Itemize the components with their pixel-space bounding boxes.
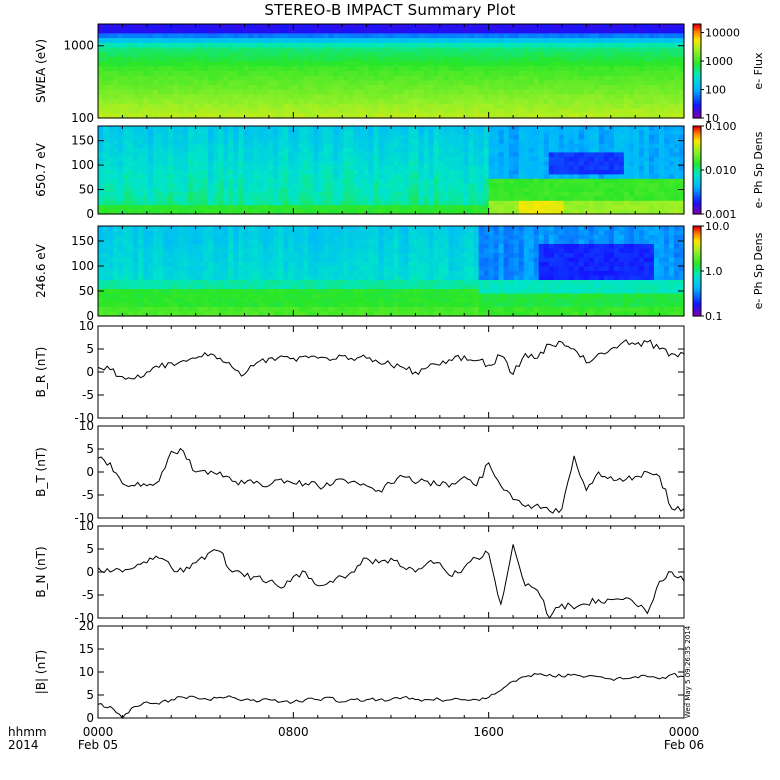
pad246-ytick-label: 50 — [79, 284, 94, 298]
br-ytick-label: 10 — [79, 319, 94, 333]
pad246-ytick-label: 0 — [86, 309, 94, 323]
pad246-ylabel: 246.6 eV — [34, 243, 48, 298]
bn-ytick-label: 10 — [79, 519, 94, 533]
swea-colorbar-tick-label: 10 — [705, 112, 719, 125]
xtick-date-label: Feb 05 — [78, 738, 118, 752]
page-title: STEREO-B IMPACT Summary Plot — [264, 1, 516, 19]
xtick-time-label: 0000 — [83, 725, 114, 739]
bt-ytick-label: 0 — [86, 465, 94, 479]
generated-timestamp: Wed May 5 09:26:35 2014 — [684, 625, 692, 718]
bmag-frame — [97, 625, 685, 719]
br-ytick-label: -10 — [74, 411, 94, 425]
bmag-series-line — [97, 672, 685, 719]
pad246-colorbar-tick-label: 1.0 — [705, 265, 723, 278]
swea-colorbar-tick-label: 1000 — [705, 55, 733, 68]
footer-year-label: 2014 — [8, 738, 39, 752]
pad650-ytick-label: 50 — [79, 183, 94, 197]
bmag-ylabel: |B| (nT) — [34, 650, 48, 694]
pad246-colorbar: 0.1 1.0 10.0 e- Ph Sp Dens — [692, 220, 765, 323]
pad246-colorbar-tick-label: 10.0 — [705, 220, 730, 233]
bt-series-line — [97, 447, 685, 514]
swea-ylabel: SWEA (eV) — [34, 39, 48, 103]
pad650-heatmap — [98, 126, 685, 215]
pad650-colorbar-tick-label: 0.010 — [705, 164, 737, 177]
xtick-date-label: Feb 06 — [664, 738, 704, 752]
bmag-ytick-label: 0 — [86, 711, 94, 725]
pad650-colorbar-tick-label: 0.001 — [705, 208, 737, 221]
br-frame — [97, 325, 685, 419]
swea-colorbar-label: e- Flux — [752, 52, 765, 90]
pad650-colorbar-tick-label: 0.100 — [705, 120, 737, 133]
bn-ylabel: B_N (nT) — [34, 546, 48, 597]
bmag-ytick-label: 15 — [79, 642, 94, 656]
bt-ytick-label: 10 — [79, 419, 94, 433]
swea-colorbar-frame — [692, 23, 702, 119]
footer-time-label: hhmm — [8, 725, 47, 739]
br-ytick-label: 5 — [86, 342, 94, 356]
pad650-colorbar-label: e- Ph Sp Dens — [752, 131, 765, 208]
bt-ytick-label: -10 — [74, 511, 94, 525]
pad246-heatmap — [98, 226, 685, 317]
bn-ytick-label: -5 — [82, 588, 94, 602]
br-ylabel: B_R (nT) — [34, 347, 48, 398]
bn-frame — [97, 525, 685, 619]
bn-series-line — [97, 544, 685, 619]
pad246-colorbar-label: e- Ph Sp Dens — [752, 232, 765, 309]
pad650-ytick-label: 150 — [71, 134, 94, 148]
swea-colorbar: 10 100 1000 10000 e- Flux — [692, 23, 765, 125]
br-ytick-label: 0 — [86, 365, 94, 379]
bt-frame — [97, 425, 685, 519]
bmag-ytick-label: 5 — [86, 688, 94, 702]
bn-ytick-label: 5 — [86, 542, 94, 556]
pad650-ytick-label: 0 — [86, 207, 94, 221]
bmag-ytick-label: 10 — [79, 665, 94, 679]
swea-colorbar-tick-label: 100 — [705, 84, 726, 97]
pad650-colorbar: 0.001 0.010 0.100 e- Ph Sp Dens — [692, 120, 765, 221]
bn-ytick-label: 0 — [86, 565, 94, 579]
swea-ytick-label: 1000 — [63, 39, 94, 53]
bn-ytick-label: -10 — [74, 611, 94, 625]
swea-colorbar-tick-label: 10000 — [705, 27, 740, 40]
bt-ylabel: B_T (nT) — [34, 447, 48, 497]
pad246-ytick-label: 150 — [71, 234, 94, 248]
bt-ytick-label: -5 — [82, 488, 94, 502]
xtick-time-label: 0800 — [278, 725, 309, 739]
pad246-ytick-label: 100 — [71, 259, 94, 273]
pad246-colorbar-tick-label: 0.1 — [705, 310, 723, 323]
br-series-line — [97, 339, 685, 380]
swea-heatmap — [98, 24, 685, 119]
pad650-ylabel: 650.7 eV — [34, 142, 48, 197]
br-ytick-label: -5 — [82, 388, 94, 402]
swea-ytick-label: 100 — [71, 111, 94, 125]
bt-ytick-label: 5 — [86, 442, 94, 456]
pad650-ytick-label: 100 — [71, 158, 94, 172]
xtick-time-label: 1600 — [473, 725, 504, 739]
bmag-ytick-label: 20 — [79, 619, 94, 633]
xtick-time-label: 0000 — [669, 725, 700, 739]
